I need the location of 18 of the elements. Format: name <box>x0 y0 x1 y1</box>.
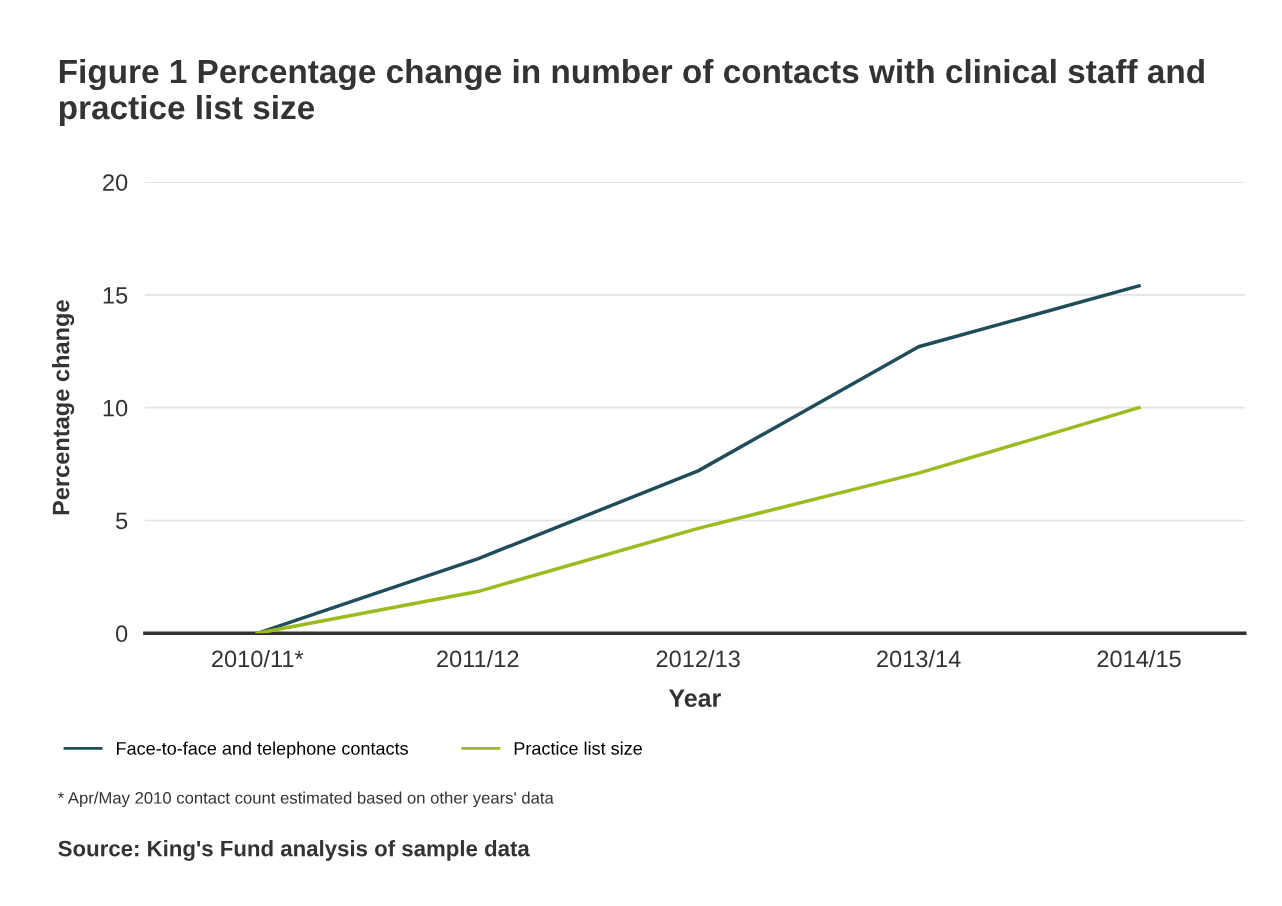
y-axis-title: Percentage change <box>52 300 75 515</box>
y-tick-label: 5 <box>116 512 128 530</box>
x-tick-label: 2010/11* <box>212 649 304 668</box>
y-tick-label: 10 <box>103 399 128 417</box>
source-note: Source: King's Fund analysis of sample data <box>58 840 530 861</box>
x-tick-label: 2011/12 <box>437 649 519 668</box>
chart-title: Figure 1 Percentage change in number of contacts with clinical staff and practice list size <box>59 58 1204 127</box>
y-tick-label: 20 <box>103 174 128 191</box>
x-tick-label: 2012/13 <box>656 649 740 668</box>
line-series <box>255 405 1141 634</box>
x-tick-label: 2014/15 <box>1097 649 1181 668</box>
x-axis-title: Year <box>668 689 721 707</box>
x-tick-label: 2013/14 <box>877 649 961 668</box>
legend-label: Face-to-face and telephone contacts <box>117 741 408 759</box>
legend-label: Practice list size <box>514 741 642 755</box>
y-tick-label: 15 <box>103 287 128 304</box>
text: * Apr/May 2010 contact count estimated based on other years' data <box>57 791 554 808</box>
y-tick-label: 0 <box>115 625 128 643</box>
